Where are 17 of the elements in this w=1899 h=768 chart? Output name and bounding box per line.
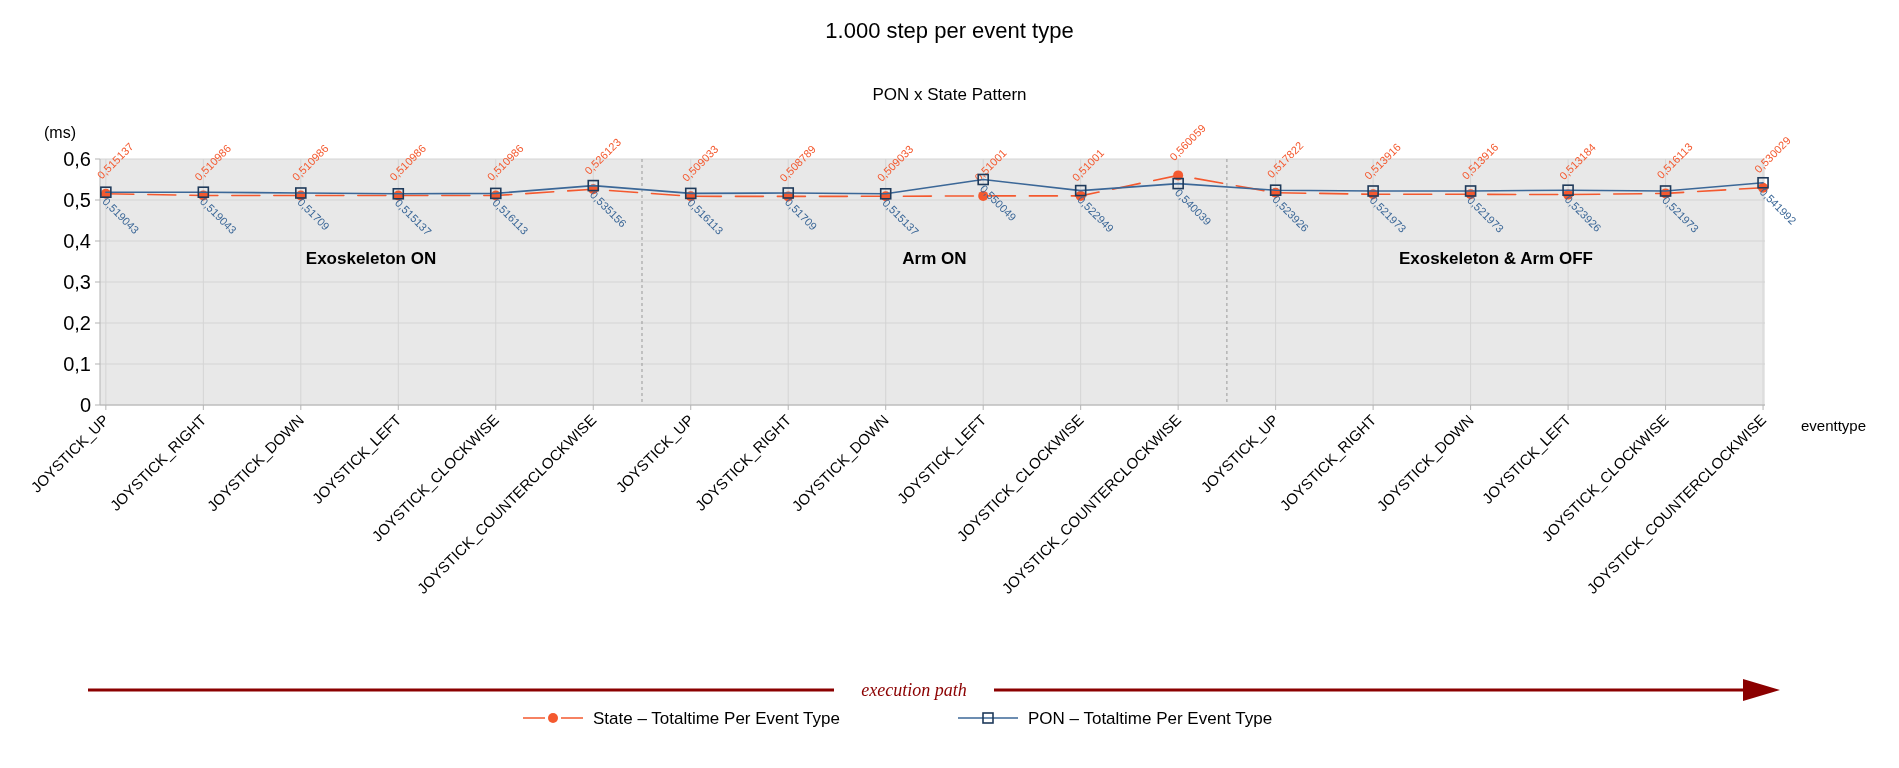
text: execution path xyxy=(861,680,967,700)
x-axis-title: eventtype xyxy=(1801,417,1867,434)
annotation: Arm ON xyxy=(902,248,967,268)
y-tick-label: 0,1 xyxy=(63,353,91,375)
y-tick-label: 0,4 xyxy=(63,230,91,252)
legend-label: State – Totaltime Per Event Type xyxy=(593,709,840,728)
y-axis-title: (ms) xyxy=(44,124,76,141)
chart-title: 1.000 step per event type xyxy=(825,18,1074,43)
annotation: Exoskeleton & Arm OFF xyxy=(1398,248,1593,268)
y-tick-label: 0,3 xyxy=(63,271,91,293)
y-tick-label: 0 xyxy=(79,394,91,416)
y-tick-label: 0,2 xyxy=(63,312,91,334)
legend-label: PON – Totaltime Per Event Type xyxy=(1028,709,1273,728)
annotation: Exoskeleton ON xyxy=(305,248,437,268)
y-tick-label: 0,5 xyxy=(63,189,91,211)
y-tick-label: 0,6 xyxy=(63,148,91,170)
chart-subtitle: PON x State Pattern xyxy=(872,85,1027,104)
